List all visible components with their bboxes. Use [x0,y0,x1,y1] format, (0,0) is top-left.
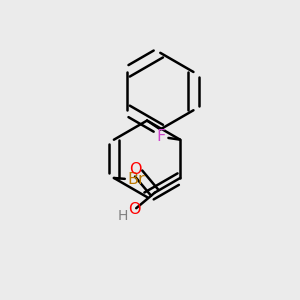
Text: H: H [118,208,128,223]
Text: Br: Br [127,172,145,187]
Text: O: O [129,163,141,178]
Text: O: O [128,202,141,217]
Text: F: F [156,129,166,144]
